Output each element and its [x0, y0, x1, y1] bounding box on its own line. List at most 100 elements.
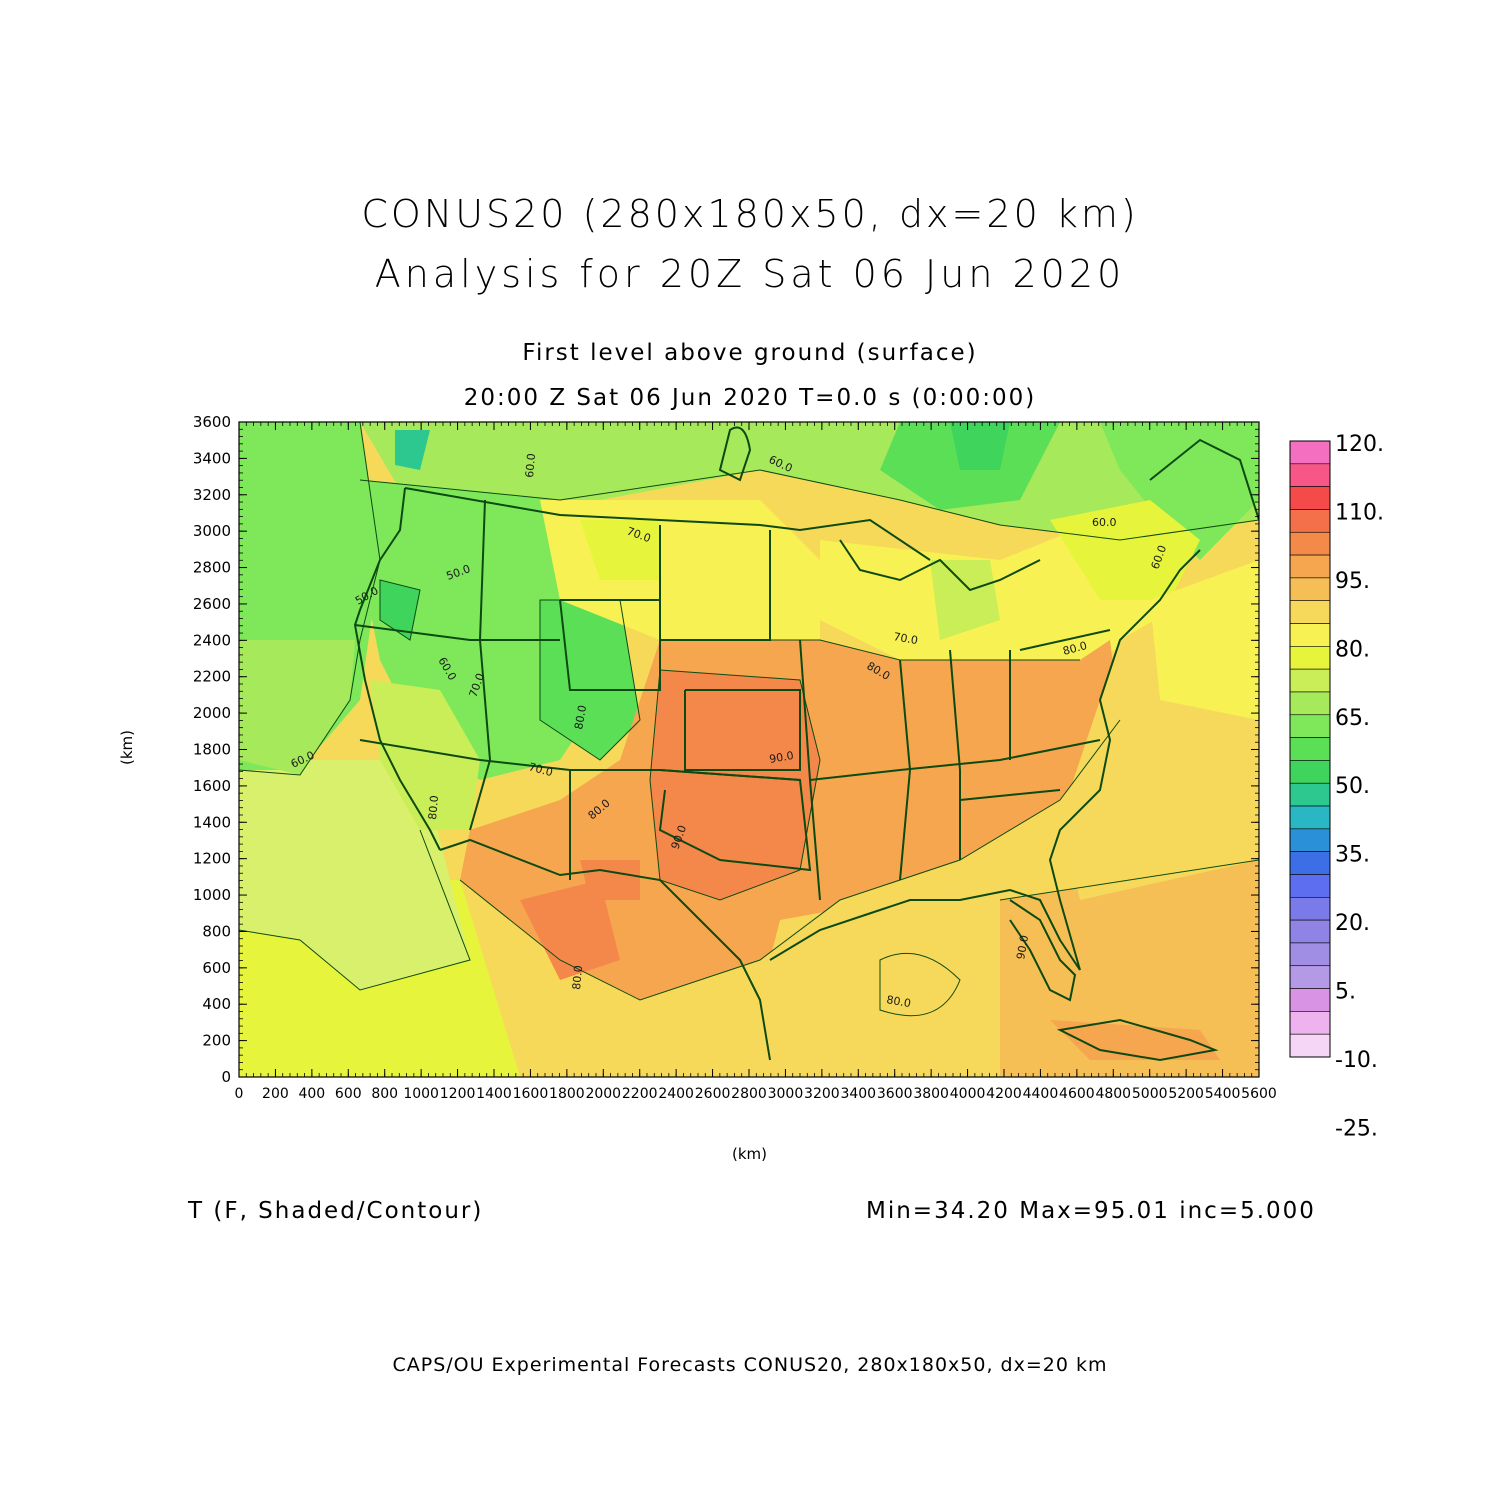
contour-label: 90.0	[768, 749, 794, 766]
colorbar-swatch	[1289, 486, 1331, 510]
gulf-coast	[769, 888, 1081, 971]
contour-label: 60.0	[523, 453, 538, 479]
kansas-border	[684, 689, 801, 771]
colorbar-swatch	[1289, 577, 1331, 602]
indiana-alabama-line	[949, 649, 961, 860]
great-lakes-outline	[839, 539, 1041, 592]
idaho-cold-shading	[380, 580, 420, 640]
us-west-coast	[353, 487, 441, 851]
contour-65-pacific	[239, 829, 471, 991]
x-axis-label: (km)	[732, 1145, 768, 1163]
colorbar-swatch	[1289, 554, 1331, 579]
colorbar-swatch	[1289, 463, 1331, 487]
x-tick-label: 2400	[658, 1086, 694, 1102]
variable-label: T (F, Shaded/Contour)	[188, 1198, 484, 1224]
atlantic-north-shading	[1150, 560, 1259, 720]
colorbar-swatch	[1289, 1011, 1331, 1035]
contour-label: 80.0	[426, 795, 441, 821]
y-tick-label: 3200	[193, 486, 231, 504]
colorbar-swatch	[1289, 691, 1331, 716]
y-tick-label: 800	[202, 922, 231, 940]
colorbar-swatch	[1289, 509, 1331, 533]
contour-label: 80.0	[570, 965, 585, 991]
y-tick-label: 3000	[193, 522, 231, 540]
wyoming-border	[559, 599, 661, 691]
contour-80-south	[459, 719, 1121, 1001]
colorbar-label: 80.	[1335, 637, 1370, 662]
y-tick-label: 2000	[193, 704, 231, 722]
x-tick-label: 1200	[440, 1086, 476, 1102]
colorbar-swatch	[1289, 805, 1331, 830]
colorbar-swatch	[1289, 965, 1331, 989]
y-tick-label: 2400	[193, 631, 231, 649]
colorbar-swatch	[1289, 942, 1331, 967]
tennessee-line	[809, 739, 1101, 781]
x-tick-label: 5200	[1168, 1086, 1204, 1102]
colorbar-swatch	[1289, 737, 1331, 761]
contour-label: 80.0	[885, 993, 911, 1010]
x-tick-label: 4200	[986, 1086, 1022, 1102]
map-subtitle-level: First level above ground (surface)	[522, 340, 978, 366]
colorbar-frame	[1289, 440, 1331, 1058]
contour-label: 70.0	[527, 760, 554, 779]
y-axis-label: (km)	[118, 729, 136, 765]
colorbar-label: 5.	[1335, 980, 1356, 1005]
colorbar-swatch	[1289, 668, 1331, 693]
colorbar-swatch	[1289, 874, 1331, 898]
colorbar-swatch	[1289, 851, 1331, 875]
x-tick-label: 200	[262, 1086, 289, 1102]
illinois-mississippi-line	[899, 659, 912, 881]
colorbar-swatch	[1289, 896, 1331, 921]
x-tick-label: 3600	[877, 1086, 913, 1102]
field-stats: Min=34.20 Max=95.01 inc=5.000	[866, 1198, 1316, 1224]
x-tick-label: 3200	[804, 1086, 840, 1102]
colorbar-swatch	[1289, 988, 1331, 1012]
x-tick-label: 2000	[585, 1086, 621, 1102]
contour-45-idaho	[379, 579, 421, 641]
us-canada-border	[404, 487, 931, 561]
colorbar-swatch	[1289, 782, 1331, 807]
y-tick-label: 0	[221, 1068, 231, 1086]
x-tick-label: 4400	[1023, 1086, 1059, 1102]
footer-credit: CAPS/OU Experimental Forecasts CONUS20, …	[392, 1354, 1108, 1376]
bc-cold-shading	[395, 430, 430, 470]
y-tick-label: 1000	[193, 886, 231, 904]
new-england-shading	[1050, 500, 1200, 600]
y-tick-label: 2800	[193, 559, 231, 577]
x-tick-label: 4000	[950, 1086, 986, 1102]
x-tick-label: 800	[371, 1086, 398, 1102]
caribbean-shading	[1050, 1020, 1220, 1060]
y-tick-label: 600	[202, 959, 231, 977]
dakotas-border	[659, 525, 771, 641]
colorbar-swatch	[1289, 600, 1331, 624]
colorbar: 120. 110. 95. 80. 65. 50. 35. 20. 5. -10. -25.	[1289, 432, 1384, 1141]
y-tick-label: 1800	[193, 741, 231, 759]
x-tick-label: 5600	[1241, 1086, 1277, 1102]
contour-80-gulf	[879, 952, 961, 1017]
axes: 0 200 400 600 800 1000 1200 1400 1600 1800 2000 220…	[193, 413, 1277, 1102]
x-tick-label: 5000	[1132, 1086, 1168, 1102]
colorbar-label: 65.	[1335, 706, 1370, 731]
map-field: 60.0 60.0 60.0 70.0 50.0 50.0 60.0 70.0 …	[239, 422, 1259, 1077]
contour-label: 60.0	[1092, 516, 1117, 529]
us-mexico-border	[439, 838, 771, 1061]
political-boundaries	[353, 426, 1259, 1062]
y-tick-label: 3600	[193, 413, 231, 431]
x-tick-label: 2600	[695, 1086, 731, 1102]
y-tick-label: 1600	[193, 777, 231, 795]
colorbar-swatch	[1289, 646, 1331, 670]
colorbar-swatch	[1289, 1033, 1331, 1058]
x-tick-label: 3800	[913, 1086, 949, 1102]
x-tick-label: 5400	[1205, 1086, 1241, 1102]
x-tick-label: 600	[335, 1086, 362, 1102]
colorbar-swatch	[1289, 440, 1331, 465]
great-basin-shading	[370, 680, 480, 830]
georgia-carolina-line	[959, 789, 1061, 801]
x-tick-label: 400	[298, 1086, 325, 1102]
mexico-hot-shading	[520, 880, 620, 980]
contour-60-canada	[359, 469, 1259, 541]
colorbar-swatch	[1289, 760, 1331, 784]
colorbar-swatch	[1289, 714, 1331, 738]
y-tick-label: 200	[202, 1032, 231, 1050]
cuba-outline	[1056, 1018, 1219, 1062]
